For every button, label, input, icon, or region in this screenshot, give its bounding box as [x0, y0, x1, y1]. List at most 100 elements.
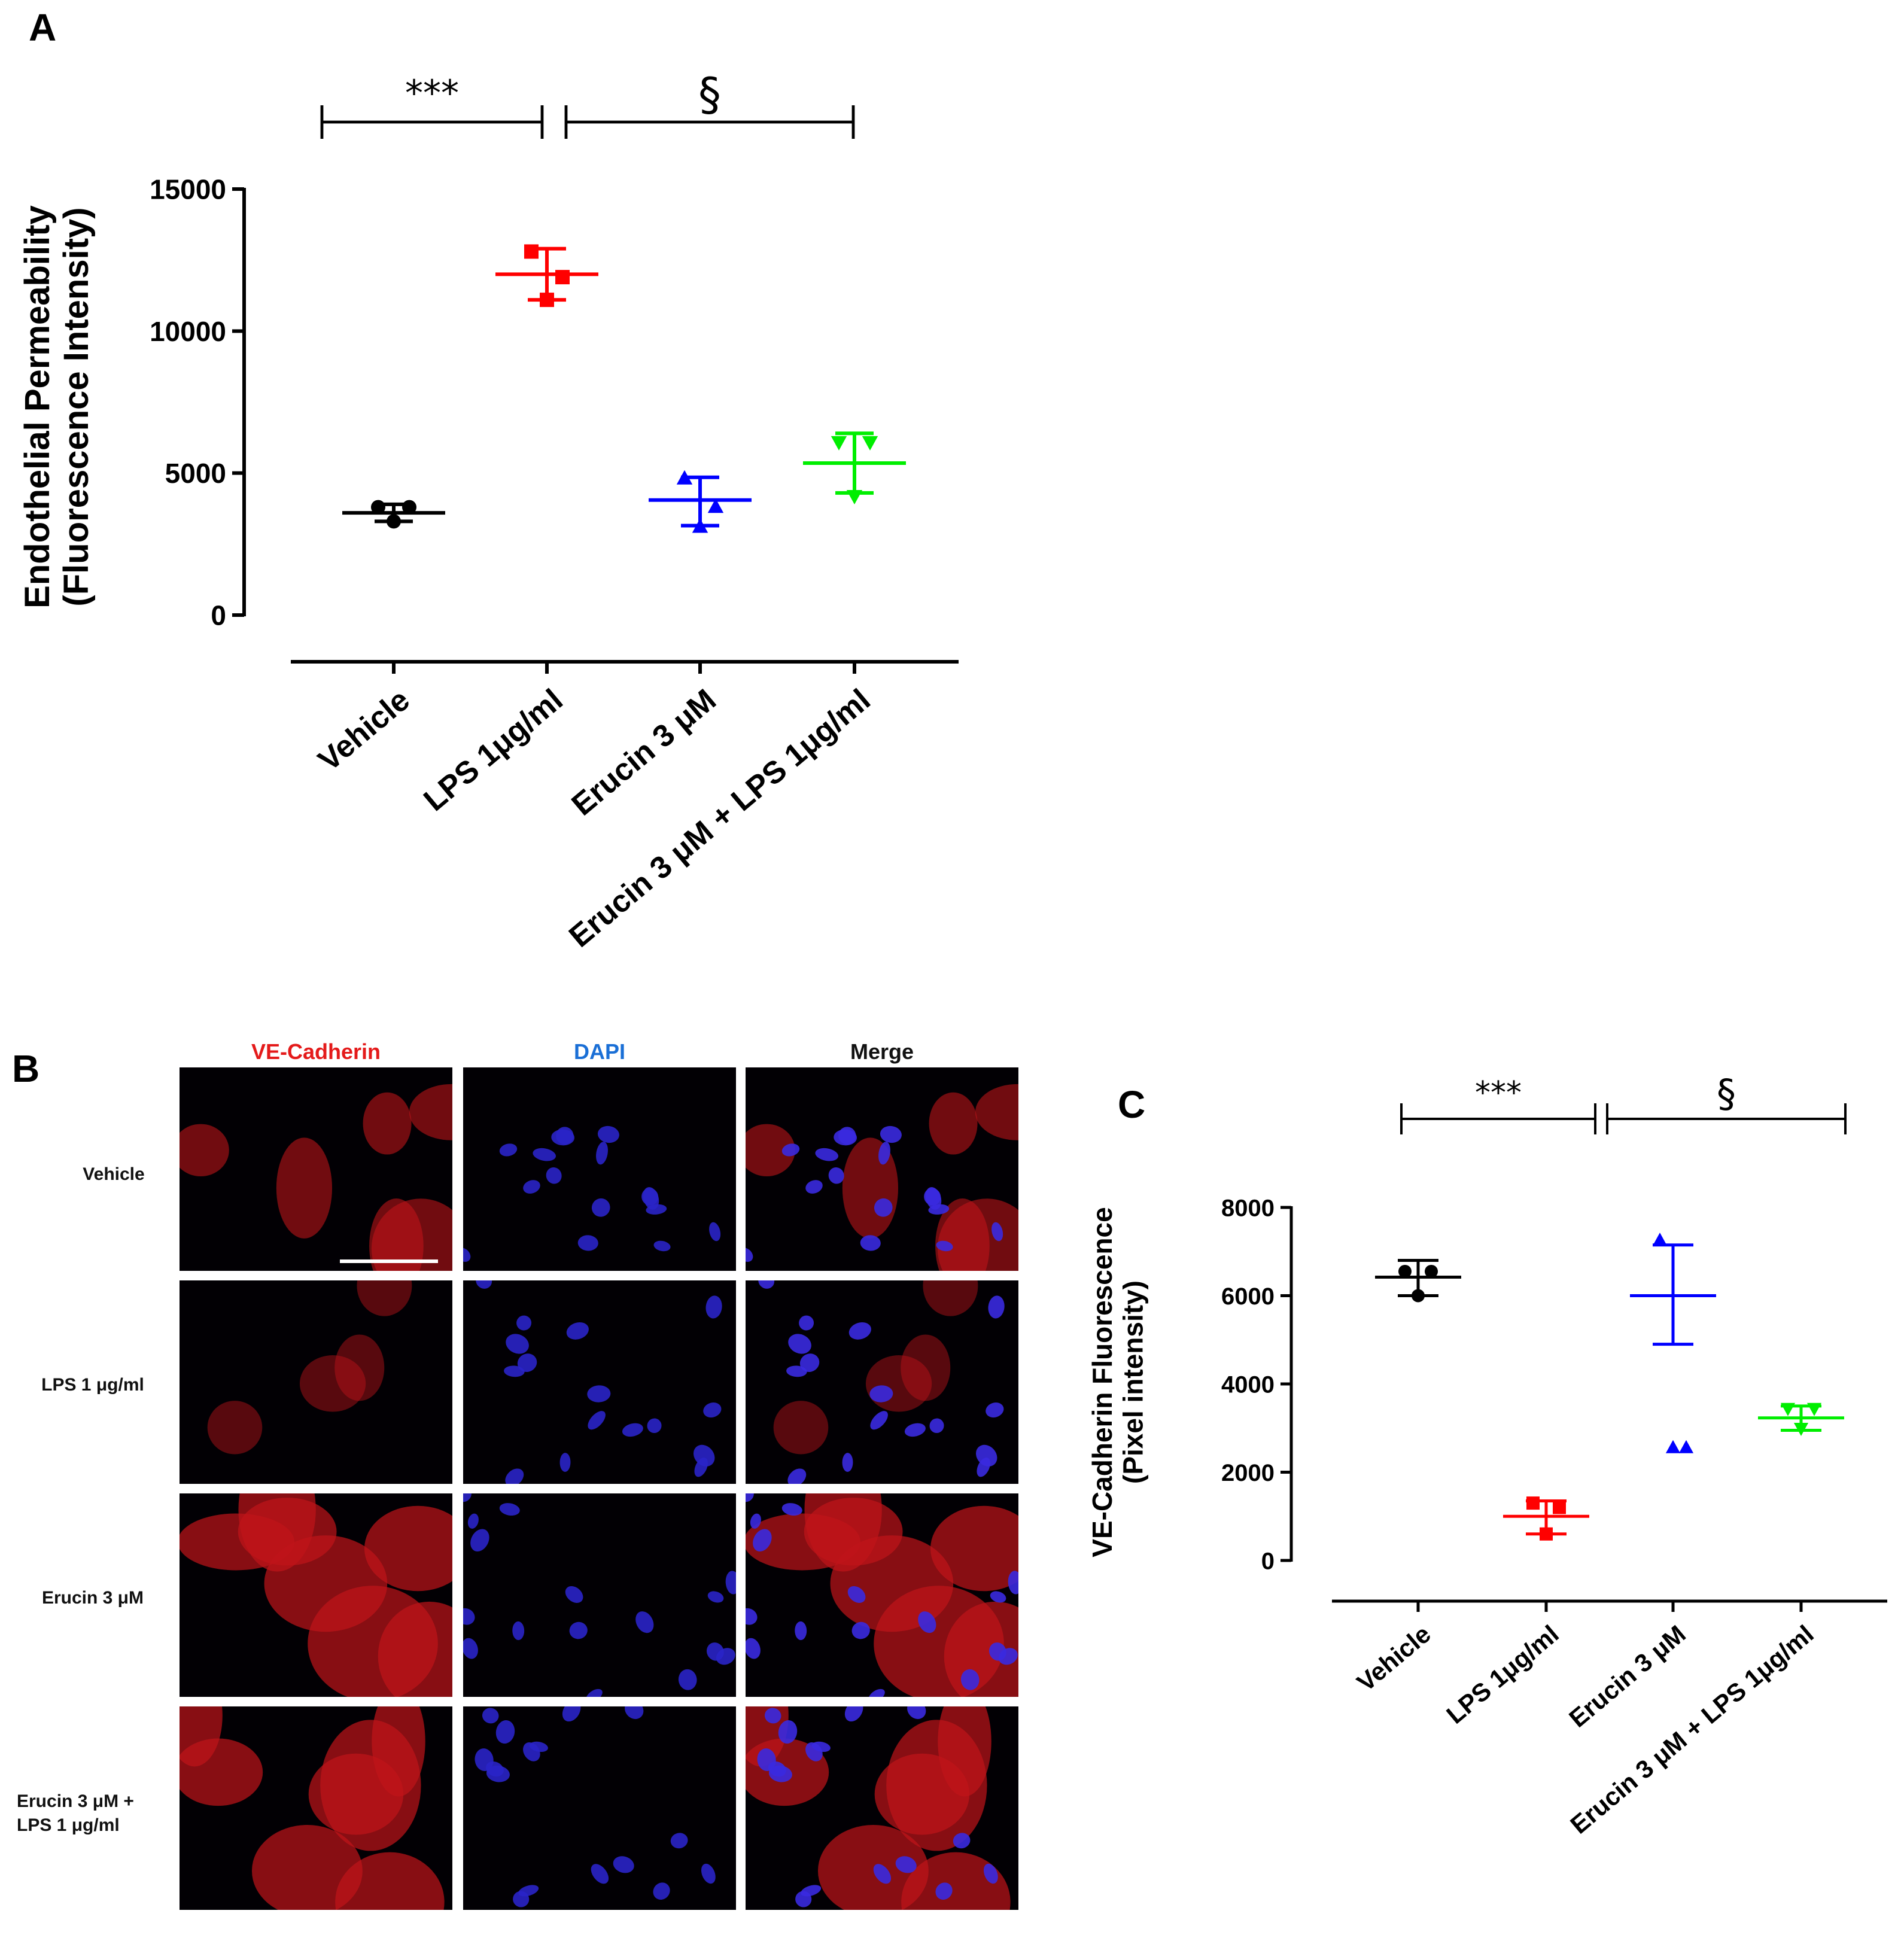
micrograph-image: [463, 1706, 736, 1910]
micrograph-background: [463, 1067, 736, 1271]
chart-c: 0 2000 4000 6000 8000 VE-Cadherin Fluorescenc…: [1087, 1072, 1887, 1839]
nucleus: [678, 1669, 697, 1690]
significance-label: §: [1717, 1072, 1736, 1116]
cadherin-stain: [371, 1198, 452, 1271]
cadherin-stain: [335, 1852, 445, 1910]
nucleus: [463, 1638, 478, 1659]
nucleus: [758, 1280, 775, 1289]
micrograph-image: [180, 1280, 452, 1484]
nucleus: [546, 1167, 562, 1184]
nucleus: [799, 1353, 820, 1373]
cadherin-stain: [937, 1198, 1018, 1271]
nucleus: [653, 1240, 671, 1252]
nucleus: [463, 1608, 475, 1625]
data-point: [676, 470, 693, 485]
nucleus: [847, 1586, 866, 1603]
y-tick-label: 10000: [150, 316, 226, 347]
nucleus: [559, 1453, 571, 1472]
cadherin-stain: [207, 1401, 263, 1455]
x-tick-label: Vehicle: [1352, 1620, 1436, 1697]
data-point: [1412, 1289, 1425, 1303]
nucleus: [591, 1864, 609, 1884]
cadherin-stain: [299, 1355, 366, 1412]
y-axis-title-line: (Pixel intensity): [1118, 1280, 1149, 1484]
nucleus: [815, 1148, 838, 1161]
y-tick-label: 5000: [165, 458, 226, 489]
nucleus: [506, 1334, 529, 1354]
micrograph-background: [463, 1493, 736, 1697]
cadherin-stain: [363, 1092, 412, 1155]
nucleus: [878, 1142, 890, 1165]
cadherin-stain: [975, 1084, 1018, 1140]
nucleus: [788, 1334, 811, 1354]
data-point: [1780, 1402, 1796, 1416]
nucleus: [505, 1468, 524, 1484]
nucleus: [597, 1125, 619, 1143]
x-tick-label: Erucin 3 μM: [1564, 1620, 1691, 1733]
data-point: [1793, 1422, 1809, 1436]
micrograph-image: [180, 1493, 452, 1697]
cadherin-stain: [180, 1124, 229, 1177]
nucleus: [870, 1411, 888, 1430]
micrograph-image: [746, 1706, 1018, 1910]
nucleus: [873, 1864, 892, 1884]
series-group: [1758, 1402, 1844, 1436]
cadherin-stain: [901, 1852, 1011, 1910]
series-group: [342, 500, 445, 529]
nucleus: [475, 1748, 494, 1771]
nucleus: [787, 1468, 807, 1484]
data-point: [402, 500, 416, 515]
nucleus: [757, 1748, 776, 1771]
data-point: [1398, 1264, 1412, 1278]
nucleus: [746, 1608, 758, 1625]
y-axis-title-line: Endothelial Permeability: [18, 205, 57, 609]
nucleus: [670, 1833, 688, 1849]
y-tick-label: 15000: [150, 174, 226, 205]
nucleus: [622, 1423, 643, 1437]
row-label-erucin-lps-line1: Erucin 3 μM +: [17, 1791, 134, 1811]
nucleus: [596, 1142, 608, 1165]
nucleus: [533, 1148, 556, 1161]
y-axis-title-line: VE-Cadherin Fluorescence: [1087, 1207, 1118, 1557]
panel-letter-c: C: [1118, 1083, 1145, 1126]
data-point: [1665, 1440, 1681, 1453]
cadherin-stain: [180, 1706, 223, 1767]
micrograph-background: [180, 1280, 452, 1484]
data-point: [1526, 1496, 1540, 1510]
nucleus: [647, 1418, 662, 1434]
nucleus: [935, 1882, 953, 1900]
cadherin-stain: [746, 1124, 795, 1177]
nucleus: [470, 1529, 489, 1552]
nucleus: [828, 1167, 844, 1184]
data-point: [1652, 1233, 1668, 1246]
column-header-ve-cadherin: VE-Cadherin: [251, 1039, 381, 1064]
cadherin-stain: [804, 1498, 903, 1566]
chart-a: 0 5000 10000 15000 Endothelial Permeability(…: [18, 68, 959, 954]
nucleus: [463, 1248, 471, 1262]
series-group: [1503, 1496, 1589, 1541]
y-tick-label: 4000: [1221, 1371, 1275, 1398]
data-point: [1678, 1440, 1694, 1453]
nucleus: [848, 1322, 871, 1340]
x-tick-label: Vehicle: [312, 683, 416, 778]
nucleus: [781, 1503, 802, 1516]
nucleus: [925, 1187, 942, 1210]
cadherin-stain: [276, 1137, 333, 1239]
data-point: [371, 500, 385, 515]
nucleus: [516, 1315, 532, 1331]
cadherin-stain: [364, 1505, 452, 1592]
series-group: [1375, 1259, 1461, 1303]
cadherin-stain: [238, 1498, 337, 1566]
micrograph-background: [746, 1280, 1018, 1484]
nucleus: [746, 1638, 761, 1659]
nucleus: [799, 1315, 814, 1331]
data-point: [1540, 1527, 1553, 1541]
nucleus: [523, 1180, 540, 1194]
micrograph-background: [463, 1280, 736, 1484]
nucleus: [868, 1688, 885, 1697]
nucleus: [586, 1688, 603, 1697]
nucleus: [811, 1741, 831, 1753]
data-point: [692, 518, 708, 533]
nucleus: [504, 1365, 525, 1377]
